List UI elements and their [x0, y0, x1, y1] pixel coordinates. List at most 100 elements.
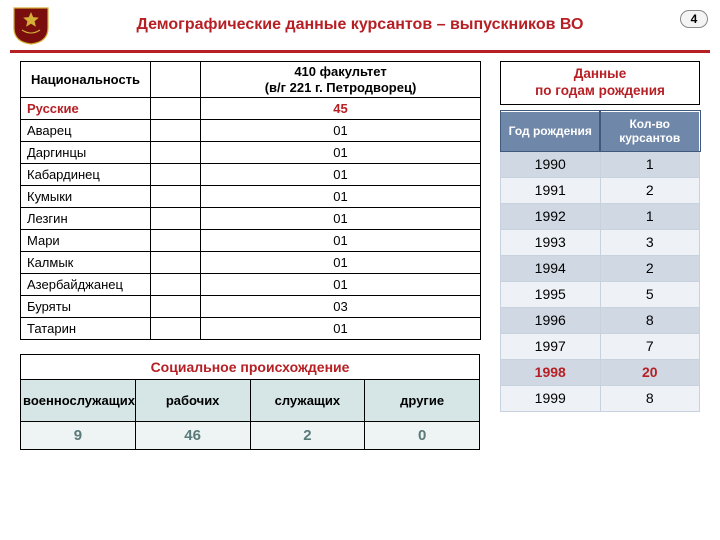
soc-col: другие [365, 380, 480, 422]
year-cell: 1996 [501, 307, 601, 333]
count-cell: 1 [600, 151, 700, 177]
nat-blank [151, 164, 201, 186]
nat-col-faculty-text: 410 факультет (в/г 221 г. Петродворец) [207, 64, 474, 95]
year-cell: 1999 [501, 385, 601, 411]
years-col-year: Год рождения [501, 111, 601, 151]
nat-name: Русские [21, 98, 151, 120]
nat-name: Даргинцы [21, 142, 151, 164]
year-cell: 1992 [501, 203, 601, 229]
nat-name: Буряты [21, 296, 151, 318]
table-row: 19921 [501, 203, 700, 229]
content: Национальность 410 факультет (в/г 221 г.… [0, 53, 720, 61]
count-cell: 2 [600, 177, 700, 203]
table-row: 19977 [501, 333, 700, 359]
table-row: 19942 [501, 255, 700, 281]
nationality-table: Национальность 410 факультет (в/г 221 г.… [20, 61, 481, 340]
soc-col: рабочих [135, 380, 250, 422]
nat-blank [151, 120, 201, 142]
soc-col: военнослужащих [21, 380, 136, 422]
social-origin-title: Социальное происхождение [20, 354, 480, 379]
social-origin-table: военнослужащихрабочихслужащихдругие 9462… [20, 379, 480, 450]
nat-blank [151, 274, 201, 296]
years-title: Данные по годам рождения [500, 61, 700, 105]
nat-col-blank [151, 62, 201, 98]
nat-name: Калмык [21, 252, 151, 274]
table-row: Кабардинец 01 [21, 164, 481, 186]
table-row: Азербайджанец 01 [21, 274, 481, 296]
year-cell: 1995 [501, 281, 601, 307]
nat-name: Лезгин [21, 208, 151, 230]
nat-name: Татарин [21, 318, 151, 340]
count-cell: 7 [600, 333, 700, 359]
nat-col-faculty: 410 факультет (в/г 221 г. Петродворец) [201, 62, 481, 98]
table-row: Даргинцы 01 [21, 142, 481, 164]
count-cell: 8 [600, 385, 700, 411]
table-row: Татарин 01 [21, 318, 481, 340]
nat-name: Аварец [21, 120, 151, 142]
nat-blank [151, 98, 201, 120]
nat-value: 01 [201, 230, 481, 252]
table-row: Кумыки 01 [21, 186, 481, 208]
left-column: Национальность 410 факультет (в/г 221 г.… [20, 61, 480, 450]
soc-value: 0 [365, 422, 480, 450]
years-col-count: Кол-во курсантов [600, 111, 700, 151]
nat-blank [151, 142, 201, 164]
table-row: Буряты 03 [21, 296, 481, 318]
soc-col: служащих [250, 380, 365, 422]
table-row: Аварец 01 [21, 120, 481, 142]
years-table: Год рождения Кол-во курсантов 1990119912… [500, 111, 700, 412]
nat-value: 01 [201, 252, 481, 274]
social-origin-block: Социальное происхождение военнослужащихр… [20, 354, 480, 450]
soc-value: 46 [135, 422, 250, 450]
nat-name: Кабардинец [21, 164, 151, 186]
nat-value: 03 [201, 296, 481, 318]
nat-col-nationality: Национальность [21, 62, 151, 98]
table-row: 19912 [501, 177, 700, 203]
count-cell: 1 [600, 203, 700, 229]
table-row: Лезгин 01 [21, 208, 481, 230]
table-row: 199820 [501, 359, 700, 385]
page-number-badge: 4 [680, 10, 708, 28]
nat-value: 01 [201, 186, 481, 208]
year-cell: 1998 [501, 359, 601, 385]
nat-value: 01 [201, 318, 481, 340]
year-cell: 1997 [501, 333, 601, 359]
count-cell: 20 [600, 359, 700, 385]
year-cell: 1993 [501, 229, 601, 255]
count-cell: 2 [600, 255, 700, 281]
table-row: 19998 [501, 385, 700, 411]
table-row: 19901 [501, 151, 700, 177]
nat-blank [151, 186, 201, 208]
count-cell: 3 [600, 229, 700, 255]
nat-value: 01 [201, 120, 481, 142]
nat-blank [151, 252, 201, 274]
page-title: Демографические данные курсантов – выпус… [10, 6, 710, 34]
nat-blank [151, 318, 201, 340]
table-row: 19968 [501, 307, 700, 333]
right-column: Данные по годам рождения Год рождения Ко… [500, 61, 700, 412]
nat-blank [151, 296, 201, 318]
soc-value: 2 [250, 422, 365, 450]
nat-name: Мари [21, 230, 151, 252]
table-row: 19955 [501, 281, 700, 307]
count-cell: 5 [600, 281, 700, 307]
nat-value: 45 [201, 98, 481, 120]
nat-blank [151, 230, 201, 252]
nat-blank [151, 208, 201, 230]
emblem-icon [10, 4, 52, 46]
table-row: Мари 01 [21, 230, 481, 252]
soc-value: 9 [21, 422, 136, 450]
table-row: Калмык 01 [21, 252, 481, 274]
count-cell: 8 [600, 307, 700, 333]
year-cell: 1990 [501, 151, 601, 177]
header: Демографические данные курсантов – выпус… [0, 0, 720, 48]
nat-value: 01 [201, 274, 481, 296]
nat-value: 01 [201, 142, 481, 164]
year-cell: 1991 [501, 177, 601, 203]
nat-name: Азербайджанец [21, 274, 151, 296]
table-row: 19933 [501, 229, 700, 255]
nat-name: Кумыки [21, 186, 151, 208]
nat-value: 01 [201, 208, 481, 230]
nat-value: 01 [201, 164, 481, 186]
year-cell: 1994 [501, 255, 601, 281]
